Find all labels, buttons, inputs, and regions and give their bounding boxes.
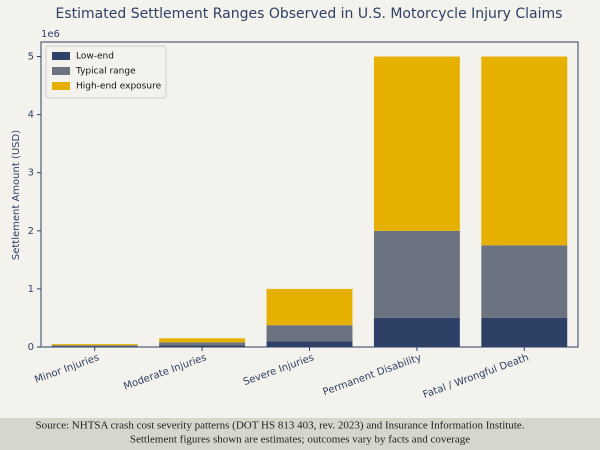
y-tick-label: 3 xyxy=(28,168,34,179)
bar-segment xyxy=(266,325,353,342)
legend-box xyxy=(45,45,167,99)
source-note: Source: NHTSA crash cost severity patter… xyxy=(35,420,524,432)
y-tick-label: 5 xyxy=(28,52,34,63)
legend-swatch xyxy=(52,82,70,90)
bar-segment xyxy=(481,245,568,318)
bar-segment xyxy=(266,288,353,326)
bar-segment xyxy=(481,317,568,347)
legend-swatch xyxy=(52,67,70,75)
bar-segment xyxy=(51,345,138,347)
legend-label: Typical range xyxy=(75,67,136,77)
legend-label: Low-end xyxy=(76,52,114,62)
bar-segment xyxy=(481,56,568,246)
y-tick-label: 4 xyxy=(28,110,34,121)
bar-segment xyxy=(373,317,460,347)
bar-segment xyxy=(266,341,353,347)
bar-segment xyxy=(373,56,460,231)
source-note: Settlement figures shown are estimates; … xyxy=(130,434,470,446)
chart-title: Estimated Settlement Ranges Observed in … xyxy=(56,6,563,22)
y-tick-label: 0 xyxy=(28,342,34,353)
y-offset-label: 1e6 xyxy=(41,29,60,40)
bar-segment xyxy=(159,345,246,347)
bar-segment xyxy=(159,342,246,346)
legend-label: High-end exposure xyxy=(76,82,162,92)
plot-frame xyxy=(40,41,579,348)
y-axis-label: Settlement Amount (USD) xyxy=(11,130,22,260)
bar-segment xyxy=(159,338,246,343)
footer-band xyxy=(0,418,600,450)
legend-swatch xyxy=(52,52,70,60)
y-tick-label: 2 xyxy=(28,226,34,237)
bar-segment xyxy=(373,230,460,318)
bar-segment xyxy=(51,344,138,346)
y-tick-label: 1 xyxy=(28,284,34,295)
